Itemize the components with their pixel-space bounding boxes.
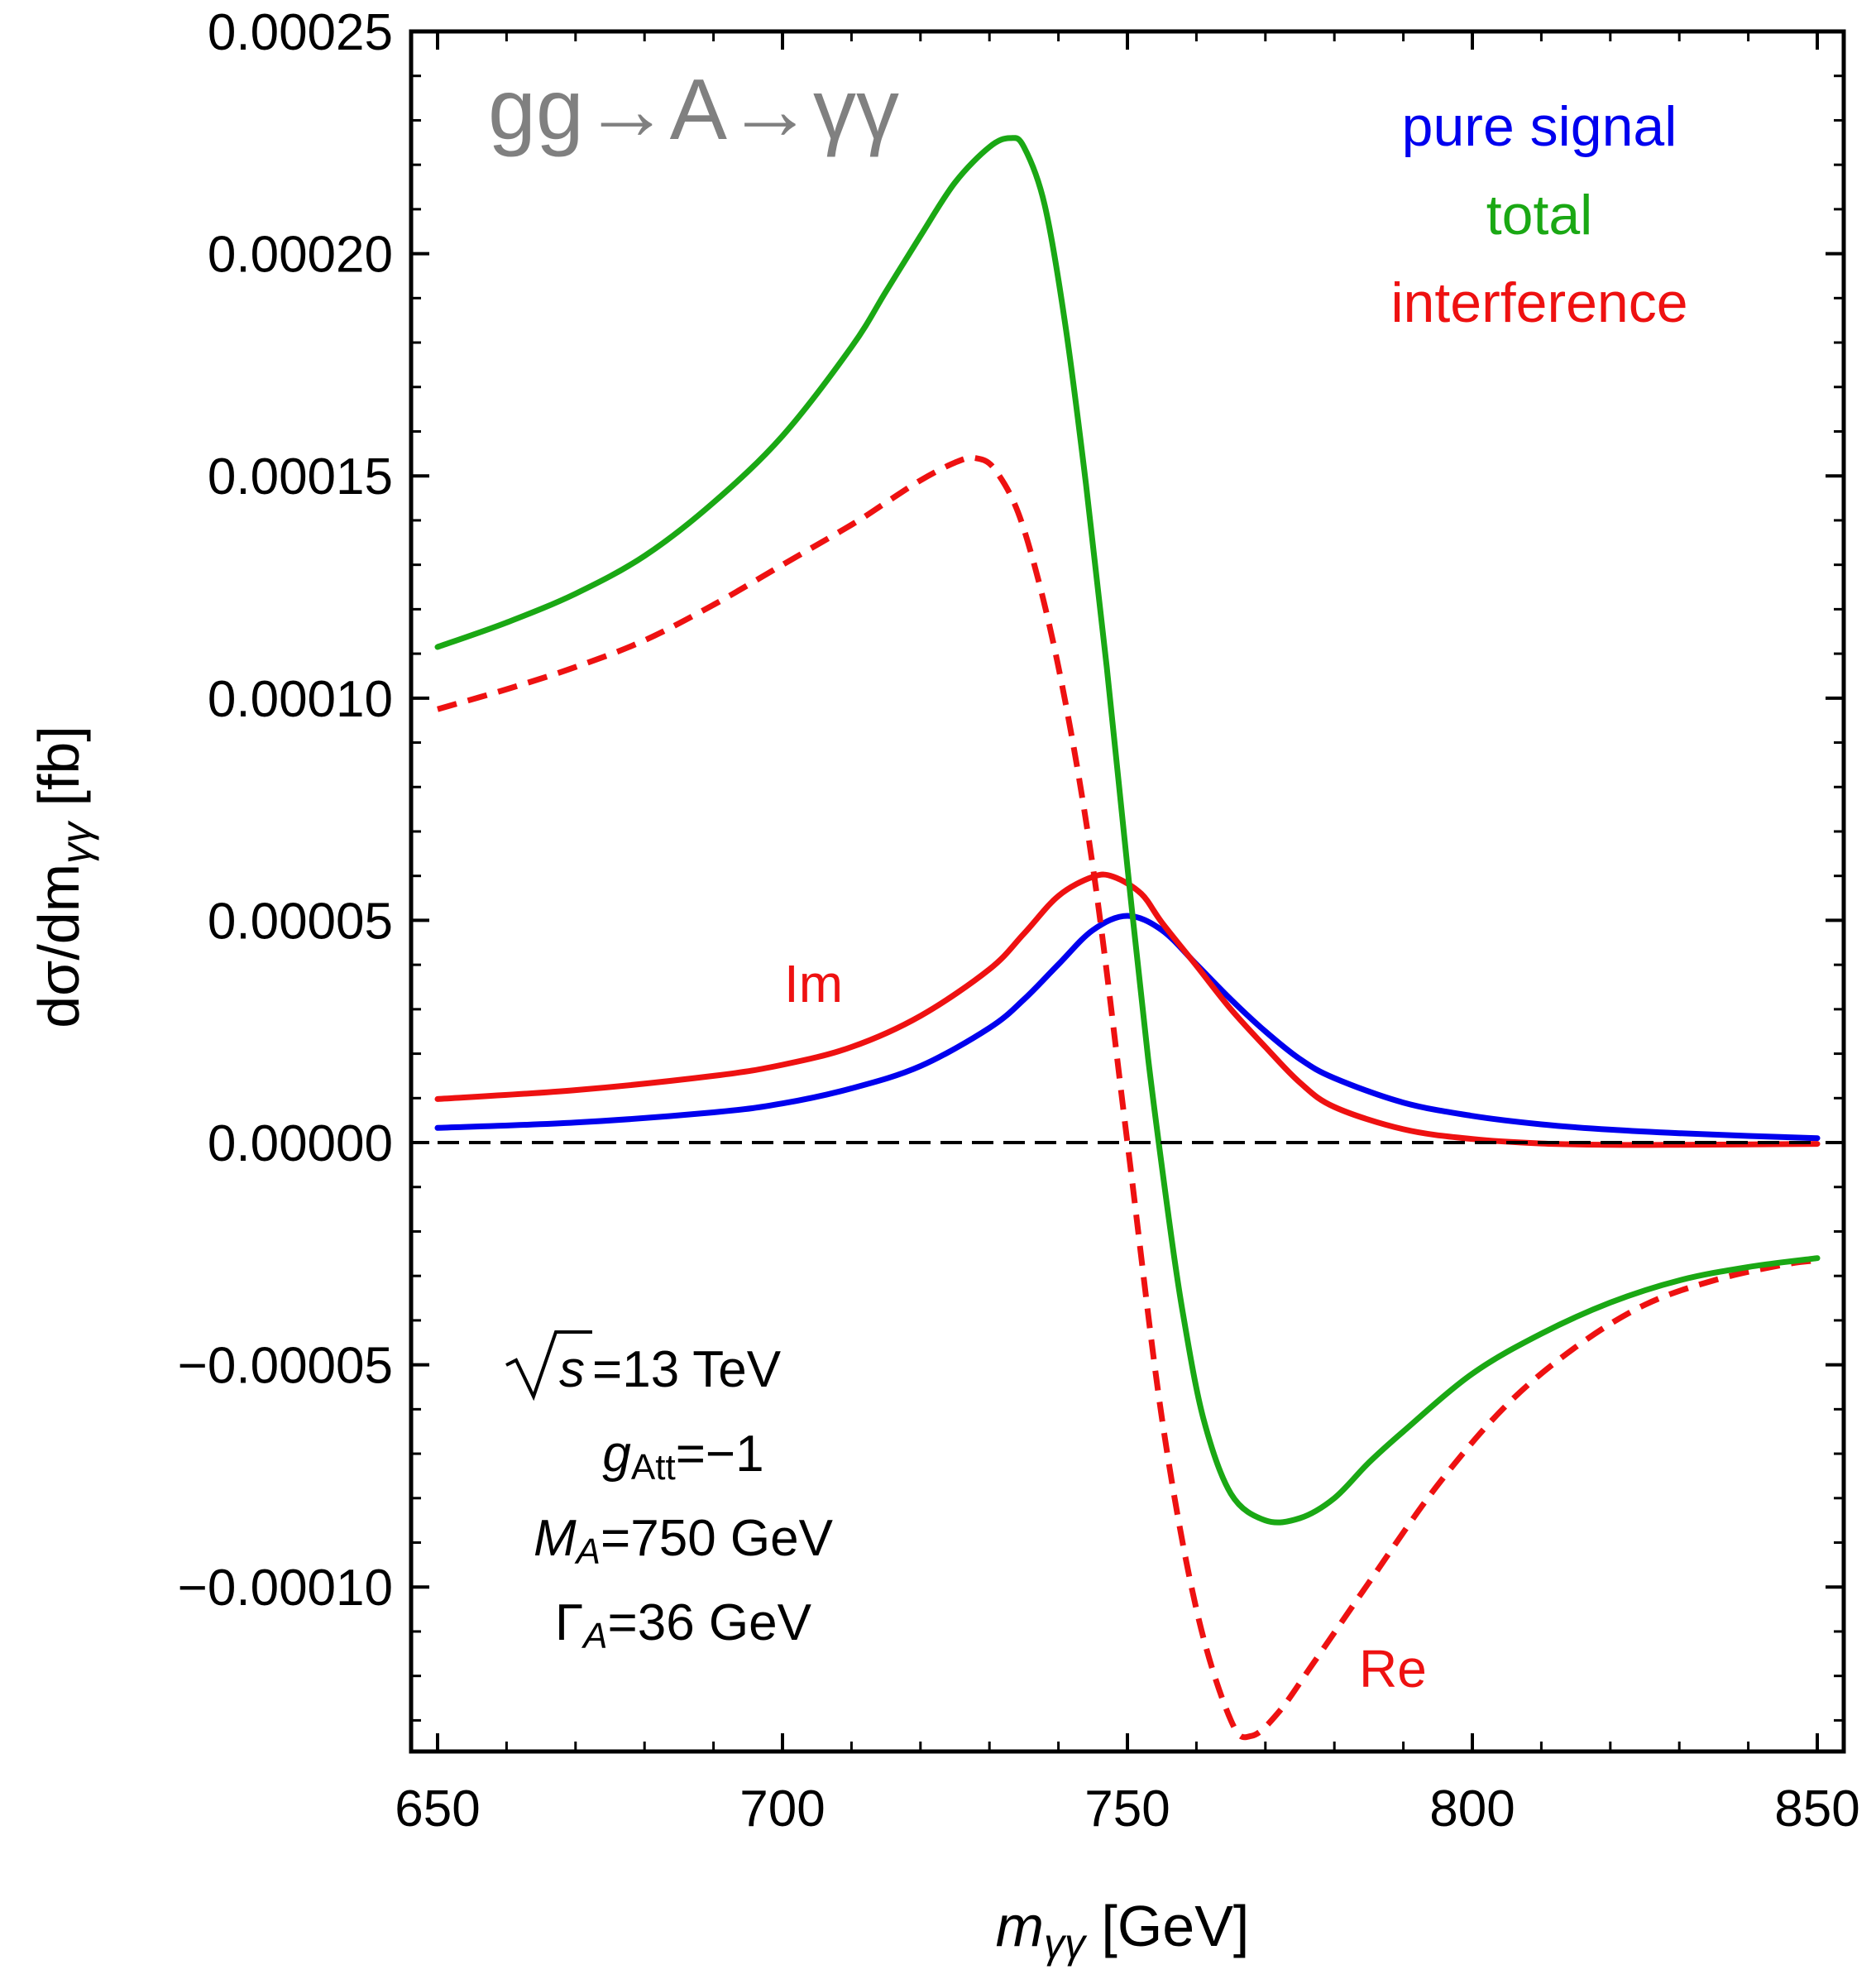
y-tick-label: 0.00005: [208, 893, 393, 950]
y-axis-title-sub: γγ: [53, 820, 99, 864]
width-symbol: Γ: [555, 1594, 583, 1651]
width-line: ΓA=36 GeV: [555, 1594, 812, 1656]
x-axis-title-sub: γγ: [1044, 1920, 1088, 1967]
x-axis-title: mγγ [GeV]: [996, 1894, 1250, 1967]
width-value: =36 GeV: [608, 1594, 812, 1651]
x-tick-label: 700: [739, 1780, 825, 1838]
coupling-subscript: Att: [631, 1447, 676, 1488]
legend: pure signal total interference: [1390, 95, 1687, 334]
mass-line: MA=750 GeV: [534, 1510, 834, 1572]
legend-entry-total: total: [1486, 184, 1593, 247]
x-tick-label: 750: [1084, 1780, 1170, 1838]
series-interference-re: [437, 454, 1818, 1741]
curves-layer: [434, 135, 1821, 1741]
width-subscript: A: [581, 1616, 607, 1656]
x-axis-title-main: m: [996, 1894, 1044, 1958]
y-tick-label: 0.00020: [208, 227, 393, 284]
x-axis-title-unit: [GeV]: [1085, 1894, 1249, 1958]
coupling-symbol: g: [602, 1426, 630, 1483]
sqrt-s-value: =13 TeV: [592, 1341, 782, 1398]
coupling-value: =−1: [676, 1426, 764, 1483]
y-axis-title: dσ/dmγγ [fb]: [26, 726, 99, 1028]
legend-entry-interference: interference: [1390, 271, 1687, 334]
x-tick-label: 650: [395, 1780, 480, 1838]
y-axis-title-main: dσ/dm: [26, 864, 91, 1028]
sqrt-icon: [505, 1330, 592, 1402]
y-tick-label: −0.00005: [178, 1338, 393, 1395]
legend-entry-pure-signal: pure signal: [1402, 95, 1677, 158]
im-label: Im: [784, 954, 843, 1013]
mass-subscript: A: [574, 1531, 601, 1572]
mass-value: =750 GeV: [601, 1510, 834, 1567]
y-tick-label: 0.00010: [208, 671, 393, 728]
y-tick-label: −0.00010: [178, 1560, 393, 1617]
y-axis-title-unit: [fb]: [26, 726, 91, 822]
re-label: Re: [1359, 1639, 1427, 1699]
sqrt-s-symbol: s: [559, 1341, 585, 1398]
y-tick-label: 0.00000: [208, 1115, 393, 1172]
parameter-block: s =13 TeV gAtt=−1 MA=750 GeV ΓA=36 GeV: [505, 1330, 834, 1656]
x-tick-label: 800: [1429, 1780, 1515, 1838]
x-tick-label: 850: [1774, 1780, 1859, 1838]
y-tick-label: 0.00015: [208, 448, 393, 506]
y-tick-label: 0.00025: [208, 4, 393, 61]
mass-symbol: M: [534, 1510, 577, 1567]
coupling-line: gAtt=−1: [602, 1426, 763, 1488]
sqrt-s-line: s =13 TeV: [505, 1330, 782, 1402]
chart-title: gg→A→γγ: [488, 62, 899, 158]
plot-frame: [409, 29, 1846, 1754]
series-total: [434, 135, 1821, 1526]
